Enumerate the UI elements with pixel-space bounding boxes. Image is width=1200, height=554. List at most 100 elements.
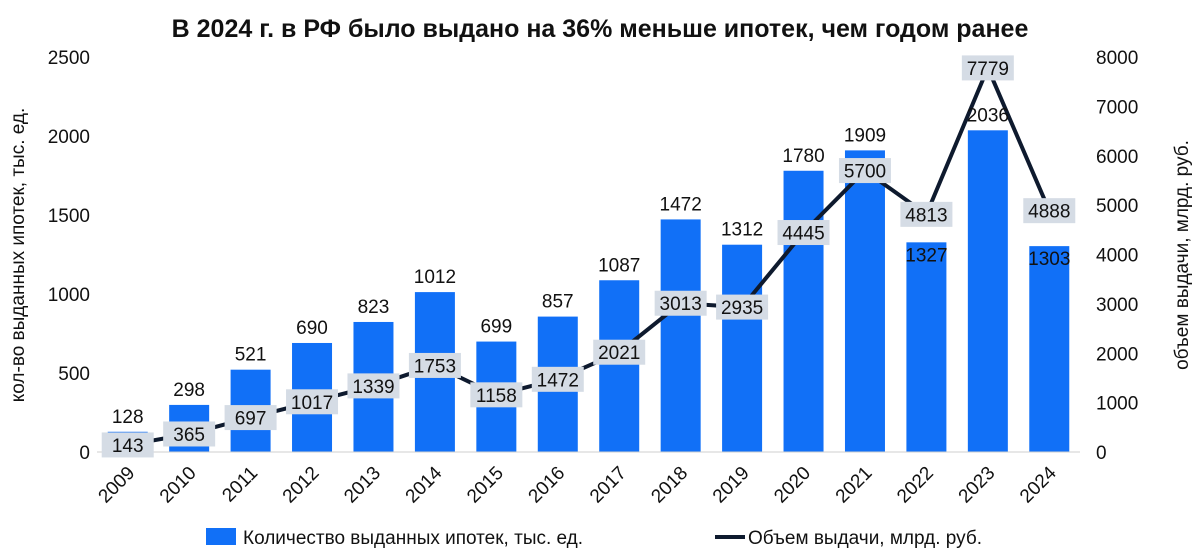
line-label-box — [470, 382, 523, 408]
line-label-box — [900, 201, 953, 227]
bar — [660, 219, 701, 452]
line-value-label: 1753 — [414, 356, 456, 377]
bar-value-label: 1303 — [1028, 249, 1070, 270]
x-tick-label: 2017 — [586, 463, 631, 508]
bar-value-label: 2036 — [967, 105, 1009, 126]
right-axis-label: объем выдачи, млрд. руб. — [1172, 140, 1193, 370]
x-tick-label: 2021 — [832, 463, 877, 508]
bar — [599, 280, 640, 452]
bar-value-label: 1909 — [844, 125, 886, 146]
line-value-label: 5700 — [844, 162, 886, 183]
x-tick-label: 2010 — [156, 463, 201, 508]
bar-value-label: 298 — [173, 380, 205, 401]
right-tick-label: 2000 — [1096, 344, 1138, 365]
line-value-label: 4888 — [1028, 202, 1070, 223]
bar — [783, 170, 824, 452]
left-axis: 0 500 1000 1500 2000 2500 — [48, 48, 90, 464]
bar-value-label: 699 — [480, 317, 512, 338]
line-value-label: 1017 — [291, 393, 333, 414]
right-tick-label: 0 — [1096, 443, 1107, 464]
line-value-label: 1158 — [476, 386, 517, 407]
right-tick-label: 3000 — [1096, 295, 1138, 316]
x-tick-label: 2013 — [340, 463, 385, 508]
x-tick-label: 2009 — [95, 463, 140, 508]
bar-value-label: 823 — [358, 297, 390, 318]
right-tick-label: 7000 — [1096, 97, 1138, 118]
line-label-box — [163, 421, 216, 447]
line-path — [127, 65, 1052, 447]
line-label-box — [347, 373, 400, 399]
line-label-box — [408, 352, 461, 378]
x-tick-label: 2018 — [647, 463, 692, 508]
bar-value-label: 1087 — [598, 255, 640, 276]
line-label-box — [716, 294, 769, 320]
bar-value-label: 1780 — [782, 146, 824, 167]
bar-series — [107, 130, 1070, 453]
bar-value-label: 1327 — [905, 245, 947, 266]
x-tick-label: 2019 — [709, 463, 754, 508]
left-tick-label: 1500 — [48, 206, 90, 227]
line-value-label: 2021 — [598, 343, 640, 364]
line-value-label: 3013 — [660, 294, 702, 315]
bar-value-label: 521 — [235, 345, 267, 366]
x-tick-label: 2012 — [279, 463, 324, 508]
right-axis: 0 1000 2000 3000 4000 5000 6000 7000 8000 — [1096, 48, 1138, 464]
right-tick-label: 5000 — [1096, 196, 1138, 217]
bar-value-label: 128 — [112, 407, 144, 428]
line-series — [127, 65, 1052, 447]
bar — [1029, 246, 1070, 452]
right-tick-label: 1000 — [1096, 394, 1138, 415]
chart-title: В 2024 г. в РФ было выдано на 36% меньше… — [172, 15, 1029, 43]
line-label-box — [838, 158, 891, 184]
legend: Количество выданных ипотек, тыс. ед. Объ… — [206, 528, 982, 549]
line-value-label: 2935 — [721, 298, 763, 319]
line-value-label: 7779 — [967, 59, 1009, 80]
bar-value-label: 690 — [296, 318, 328, 339]
bar-value-label: 1012 — [414, 267, 456, 288]
x-tick-label: 2024 — [1016, 462, 1061, 507]
x-tick-label: 2015 — [463, 463, 508, 508]
line-label-box — [1023, 198, 1076, 224]
line-value-label: 1339 — [352, 377, 394, 398]
legend-line-label: Объем выдачи, млрд. руб. — [748, 528, 982, 549]
left-tick-label: 2500 — [48, 48, 90, 69]
left-tick-label: 500 — [58, 364, 90, 385]
legend-bar-label: Количество выданных ипотек, тыс. ед. — [243, 528, 583, 549]
right-tick-label: 8000 — [1096, 48, 1138, 69]
line-value-label: 4813 — [905, 205, 947, 226]
bar-value-label: 1472 — [660, 194, 702, 215]
left-axis-label: кол-во выданных ипотек, тыс. ед. — [8, 108, 29, 403]
bar-value-label: 857 — [542, 292, 574, 313]
left-tick-label: 2000 — [48, 127, 90, 148]
x-tick-label: 2023 — [955, 463, 1000, 508]
x-tick-label: 2011 — [218, 463, 262, 507]
x-tick-label: 2016 — [525, 463, 570, 508]
line-value-label: 1472 — [537, 370, 579, 391]
line-label-box — [654, 290, 707, 316]
bar — [844, 150, 885, 453]
line-value-label: 697 — [235, 409, 267, 430]
x-tick-label: 2020 — [770, 463, 815, 508]
line-label-box — [286, 389, 339, 415]
bar — [967, 130, 1008, 452]
line-value-label: 365 — [173, 425, 205, 446]
line-label-box — [961, 55, 1014, 81]
bar-value-label: 1312 — [721, 220, 763, 241]
line-label-box — [224, 405, 277, 431]
left-tick-label: 1000 — [48, 285, 90, 306]
line-label-box — [593, 339, 646, 365]
bar-labels: 128 298 521 690 823 1012 699 857 1087 1472 1312 178… — [112, 105, 1071, 427]
bar — [906, 242, 947, 452]
line-labels: 143 365 697 1017 1339 1753 1158 1472 2021 3013 293… — [101, 55, 1076, 458]
x-tick-label: 2022 — [893, 463, 938, 508]
right-tick-label: 4000 — [1096, 246, 1138, 267]
line-label-box — [777, 220, 830, 246]
line-label-box — [101, 432, 154, 458]
line-label-box — [531, 366, 584, 392]
x-axis: 2009 2010 2011 2012 2013 2014 2015 2016 2017 2018… — [95, 462, 1062, 507]
left-tick-label: 0 — [79, 443, 90, 464]
line-value-label: 143 — [112, 436, 144, 457]
line-value-label: 4445 — [782, 224, 824, 245]
legend-bar-swatch — [206, 528, 236, 545]
